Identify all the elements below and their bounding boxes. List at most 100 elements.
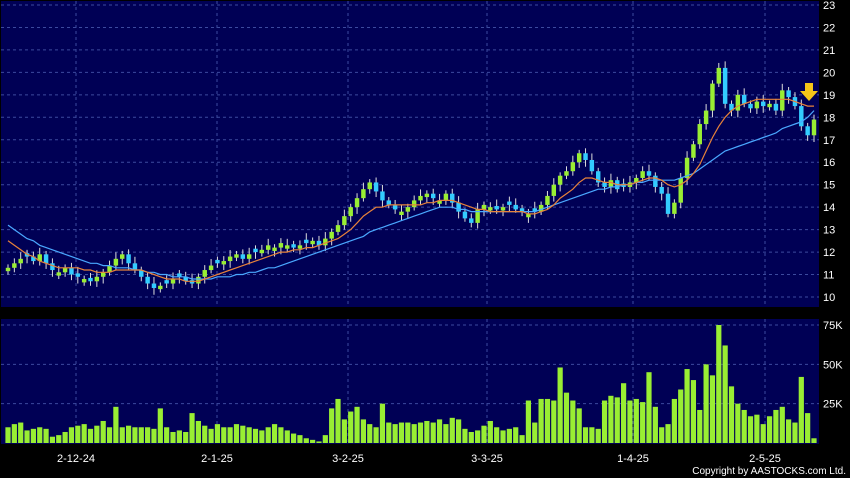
candle-body <box>805 126 810 136</box>
volume-bar <box>741 409 747 443</box>
volume-bar <box>506 428 512 443</box>
volume-bar <box>75 425 81 443</box>
candle-body <box>754 101 760 109</box>
candle-body <box>430 193 436 199</box>
candle-body <box>285 245 290 249</box>
volume-bar <box>265 427 271 443</box>
volume-bar <box>176 430 182 443</box>
volume-bar <box>589 427 595 443</box>
candle-body <box>94 276 100 282</box>
volume-bar <box>779 406 785 443</box>
candle-body <box>120 254 125 259</box>
candle-body <box>100 272 106 277</box>
candle-body <box>557 175 563 185</box>
candle-body <box>507 201 512 205</box>
volume-bar <box>138 427 144 443</box>
volume-bar <box>24 430 30 443</box>
volume-bar <box>697 409 703 443</box>
volume-bar <box>532 422 538 443</box>
candle-body <box>208 265 214 271</box>
volume-bar <box>259 430 265 443</box>
volume-bar <box>335 398 341 443</box>
candle-body <box>126 254 131 264</box>
candle-body <box>678 177 683 203</box>
volume-axis: 25K 50K 75K <box>823 320 843 411</box>
price-tick-label: 14 <box>823 202 835 214</box>
candle-body <box>469 218 474 223</box>
candle-body <box>475 209 480 223</box>
price-tick-label: 16 <box>823 157 835 169</box>
candle-body <box>132 263 138 271</box>
candle-body <box>450 193 455 203</box>
volume-bar <box>582 427 589 443</box>
volume-bar <box>525 400 532 443</box>
candle-body <box>380 191 385 201</box>
volume-bar <box>373 427 379 443</box>
candle-body <box>316 240 322 246</box>
volume-bar <box>728 386 735 443</box>
volume-bar <box>354 406 360 443</box>
candle-body <box>703 110 709 125</box>
volume-bar <box>595 428 601 443</box>
volume-bar <box>709 375 716 443</box>
volume-bar <box>392 424 398 443</box>
volume-bar <box>284 430 290 443</box>
candle-body <box>761 101 766 107</box>
candle-body <box>684 157 690 178</box>
volume-bar <box>11 424 17 443</box>
volume-bar <box>227 427 233 443</box>
candle-body <box>729 103 734 111</box>
candle-body <box>310 240 315 245</box>
volume-bar <box>773 409 779 443</box>
volume-bars <box>5 325 817 443</box>
candle-body <box>139 270 144 277</box>
candle-body <box>183 276 188 282</box>
candle-body <box>481 204 487 210</box>
volume-bar <box>49 436 56 443</box>
candle-body <box>177 273 182 277</box>
volume-bar <box>252 428 259 443</box>
volume-bar <box>367 424 373 443</box>
candle-body <box>748 103 753 109</box>
price-tick-label: 18 <box>823 112 835 124</box>
candle-body <box>570 162 576 172</box>
candle-body <box>526 213 531 218</box>
volume-grid <box>1 319 819 444</box>
volume-bar <box>56 435 62 443</box>
volume-bar <box>297 435 303 443</box>
date-tick-label: 1-4-25 <box>617 453 649 465</box>
candle-body <box>697 124 702 145</box>
volume-bar <box>640 402 646 443</box>
candle-body <box>488 207 493 211</box>
volume-bar <box>417 422 424 443</box>
copyright-text: Copyright by AASTOCKS.com Ltd. <box>692 466 846 477</box>
candle-body <box>494 206 499 210</box>
price-tick-label: 12 <box>823 247 835 259</box>
price-tick-label: 11 <box>823 270 834 282</box>
candle-body <box>304 239 309 244</box>
volume-bar <box>436 419 443 443</box>
volume-bar <box>62 431 68 443</box>
volume-bar <box>157 408 163 443</box>
candle-body <box>113 258 119 266</box>
candle-body <box>780 90 785 111</box>
candle-body <box>240 254 246 259</box>
moving-average-short <box>7 98 814 282</box>
candle-body <box>500 207 506 211</box>
volume-bar <box>557 367 563 443</box>
price-tick-label: 20 <box>823 67 835 79</box>
volume-bar <box>786 419 792 443</box>
candle-body <box>576 153 582 163</box>
candle-body <box>392 204 398 210</box>
volume-bar <box>805 413 811 443</box>
volume-bar <box>360 419 367 443</box>
volume-bar <box>310 439 316 443</box>
candle-body <box>799 106 804 127</box>
volume-bar <box>494 427 500 443</box>
candle-body <box>551 184 557 196</box>
candle-body <box>399 211 404 216</box>
date-tick-label: 3-3-25 <box>471 453 503 465</box>
volume-bar <box>576 408 582 443</box>
candle-body <box>278 243 284 248</box>
